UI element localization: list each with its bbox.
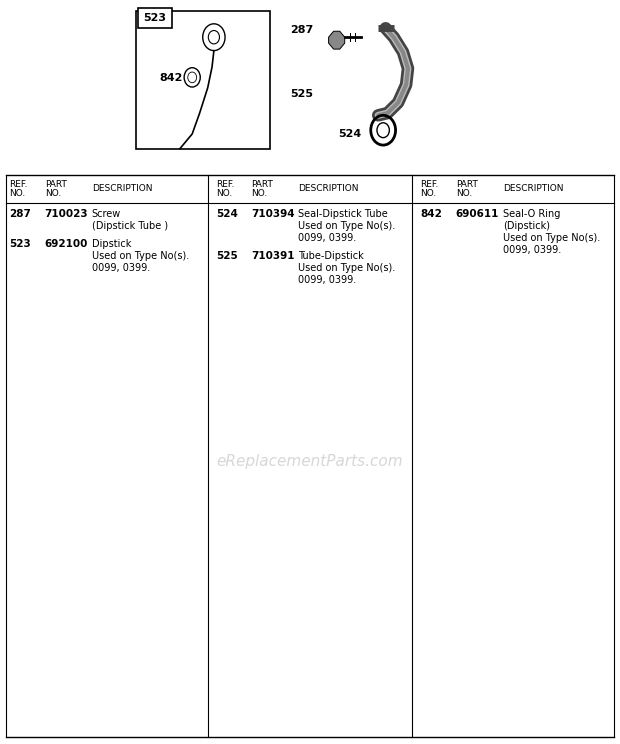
Text: 0099, 0399.: 0099, 0399. <box>92 263 150 272</box>
Text: 0099, 0399.: 0099, 0399. <box>298 233 356 243</box>
Bar <box>136 11 270 149</box>
Text: NO.: NO. <box>251 189 267 198</box>
Text: NO.: NO. <box>420 189 436 198</box>
Text: 692100: 692100 <box>45 239 88 248</box>
Bar <box>138 8 172 28</box>
Text: 690611: 690611 <box>456 209 499 219</box>
Text: 287: 287 <box>9 209 31 219</box>
Text: 525: 525 <box>290 89 313 99</box>
Text: DESCRIPTION: DESCRIPTION <box>298 185 359 193</box>
Text: Tube-Dipstick: Tube-Dipstick <box>298 251 364 260</box>
Text: 524: 524 <box>216 209 237 219</box>
Text: PART: PART <box>45 180 66 189</box>
Text: Dipstick: Dipstick <box>92 239 131 248</box>
Text: DESCRIPTION: DESCRIPTION <box>92 185 153 193</box>
Text: PART: PART <box>251 180 273 189</box>
Text: REF.: REF. <box>9 180 28 189</box>
Text: REF.: REF. <box>420 180 439 189</box>
Text: Used on Type No(s).: Used on Type No(s). <box>503 233 600 243</box>
Text: (Dipstick Tube ): (Dipstick Tube ) <box>92 221 168 231</box>
Text: 0099, 0399.: 0099, 0399. <box>298 275 356 284</box>
Text: 524: 524 <box>338 129 361 139</box>
Text: NO.: NO. <box>456 189 472 198</box>
Text: Used on Type No(s).: Used on Type No(s). <box>298 263 396 272</box>
Text: Used on Type No(s).: Used on Type No(s). <box>92 251 189 260</box>
Text: 842: 842 <box>420 209 442 219</box>
Text: 0099, 0399.: 0099, 0399. <box>503 245 561 254</box>
Text: DESCRIPTION: DESCRIPTION <box>503 185 564 193</box>
Text: REF.: REF. <box>216 180 234 189</box>
Text: PART: PART <box>456 180 477 189</box>
Text: (Dipstick): (Dipstick) <box>503 221 550 231</box>
Text: 523: 523 <box>9 239 31 248</box>
Text: 525: 525 <box>216 251 237 260</box>
Text: NO.: NO. <box>45 189 61 198</box>
Text: eReplacementParts.com: eReplacementParts.com <box>216 454 404 469</box>
Text: 710394: 710394 <box>251 209 294 219</box>
Text: Seal-O Ring: Seal-O Ring <box>503 209 560 219</box>
Text: Seal-Dipstick Tube: Seal-Dipstick Tube <box>298 209 388 219</box>
Text: 842: 842 <box>159 73 183 83</box>
Text: 710023: 710023 <box>45 209 88 219</box>
Text: Used on Type No(s).: Used on Type No(s). <box>298 221 396 231</box>
Polygon shape <box>329 31 345 49</box>
Text: Screw: Screw <box>92 209 121 219</box>
Text: NO.: NO. <box>216 189 232 198</box>
Text: NO.: NO. <box>9 189 25 198</box>
Text: 710391: 710391 <box>251 251 294 260</box>
Text: 523: 523 <box>143 13 166 23</box>
Text: 287: 287 <box>290 25 314 35</box>
